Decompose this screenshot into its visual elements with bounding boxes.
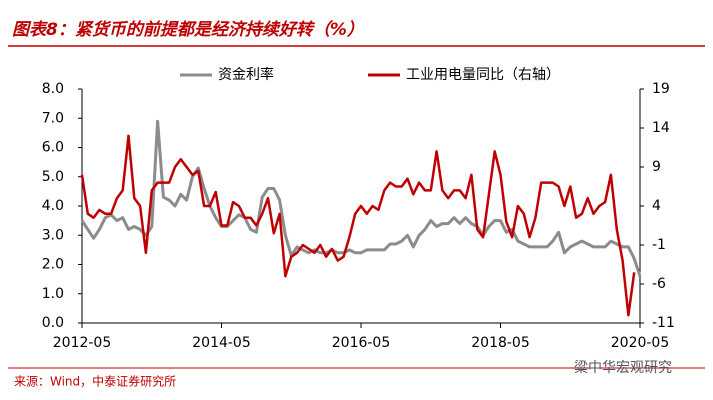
y-tick-label: 5.0	[42, 169, 64, 185]
y2-tick-label: 4	[652, 198, 661, 214]
y2-tick-label: 19	[652, 81, 670, 97]
x-tick-label: 2012-05	[53, 335, 112, 351]
y-tick-label: 6.0	[42, 140, 64, 156]
y2-tick-label: 14	[652, 120, 670, 136]
x-tick-label: 2018-05	[471, 335, 530, 351]
y-tick-label: 0.0	[42, 315, 64, 331]
y-tick-label: 7.0	[42, 110, 64, 126]
x-tick-label: 2020-05	[611, 335, 670, 351]
watermark: 粱中华宏观研究	[574, 360, 672, 376]
legend-label: 工业用电量同比（右轴）	[406, 67, 560, 83]
y2-tick-label: 9	[652, 159, 661, 175]
y-tick-label: 8.0	[42, 81, 64, 97]
series-line	[80, 134, 636, 317]
source: 来源：Wind，中泰证券研究所	[14, 374, 176, 389]
legend-label: 资金利率	[218, 66, 274, 83]
y-tick-label: 1.0	[42, 286, 64, 302]
y-tick-label: 2.0	[42, 257, 64, 273]
y-tick-label: 3.0	[42, 227, 64, 243]
y2-tick-label: -6	[652, 276, 666, 292]
series-line	[80, 119, 642, 277]
y2-tick-label: -11	[652, 315, 675, 331]
x-tick-label: 2014-05	[192, 335, 251, 351]
y2-tick-label: -1	[652, 237, 666, 253]
y-tick-label: 4.0	[42, 198, 64, 214]
x-tick-label: 2016-05	[332, 335, 391, 351]
chart-title: 图表8：紧货币的前提都是经济持续好转（%）	[12, 20, 364, 40]
